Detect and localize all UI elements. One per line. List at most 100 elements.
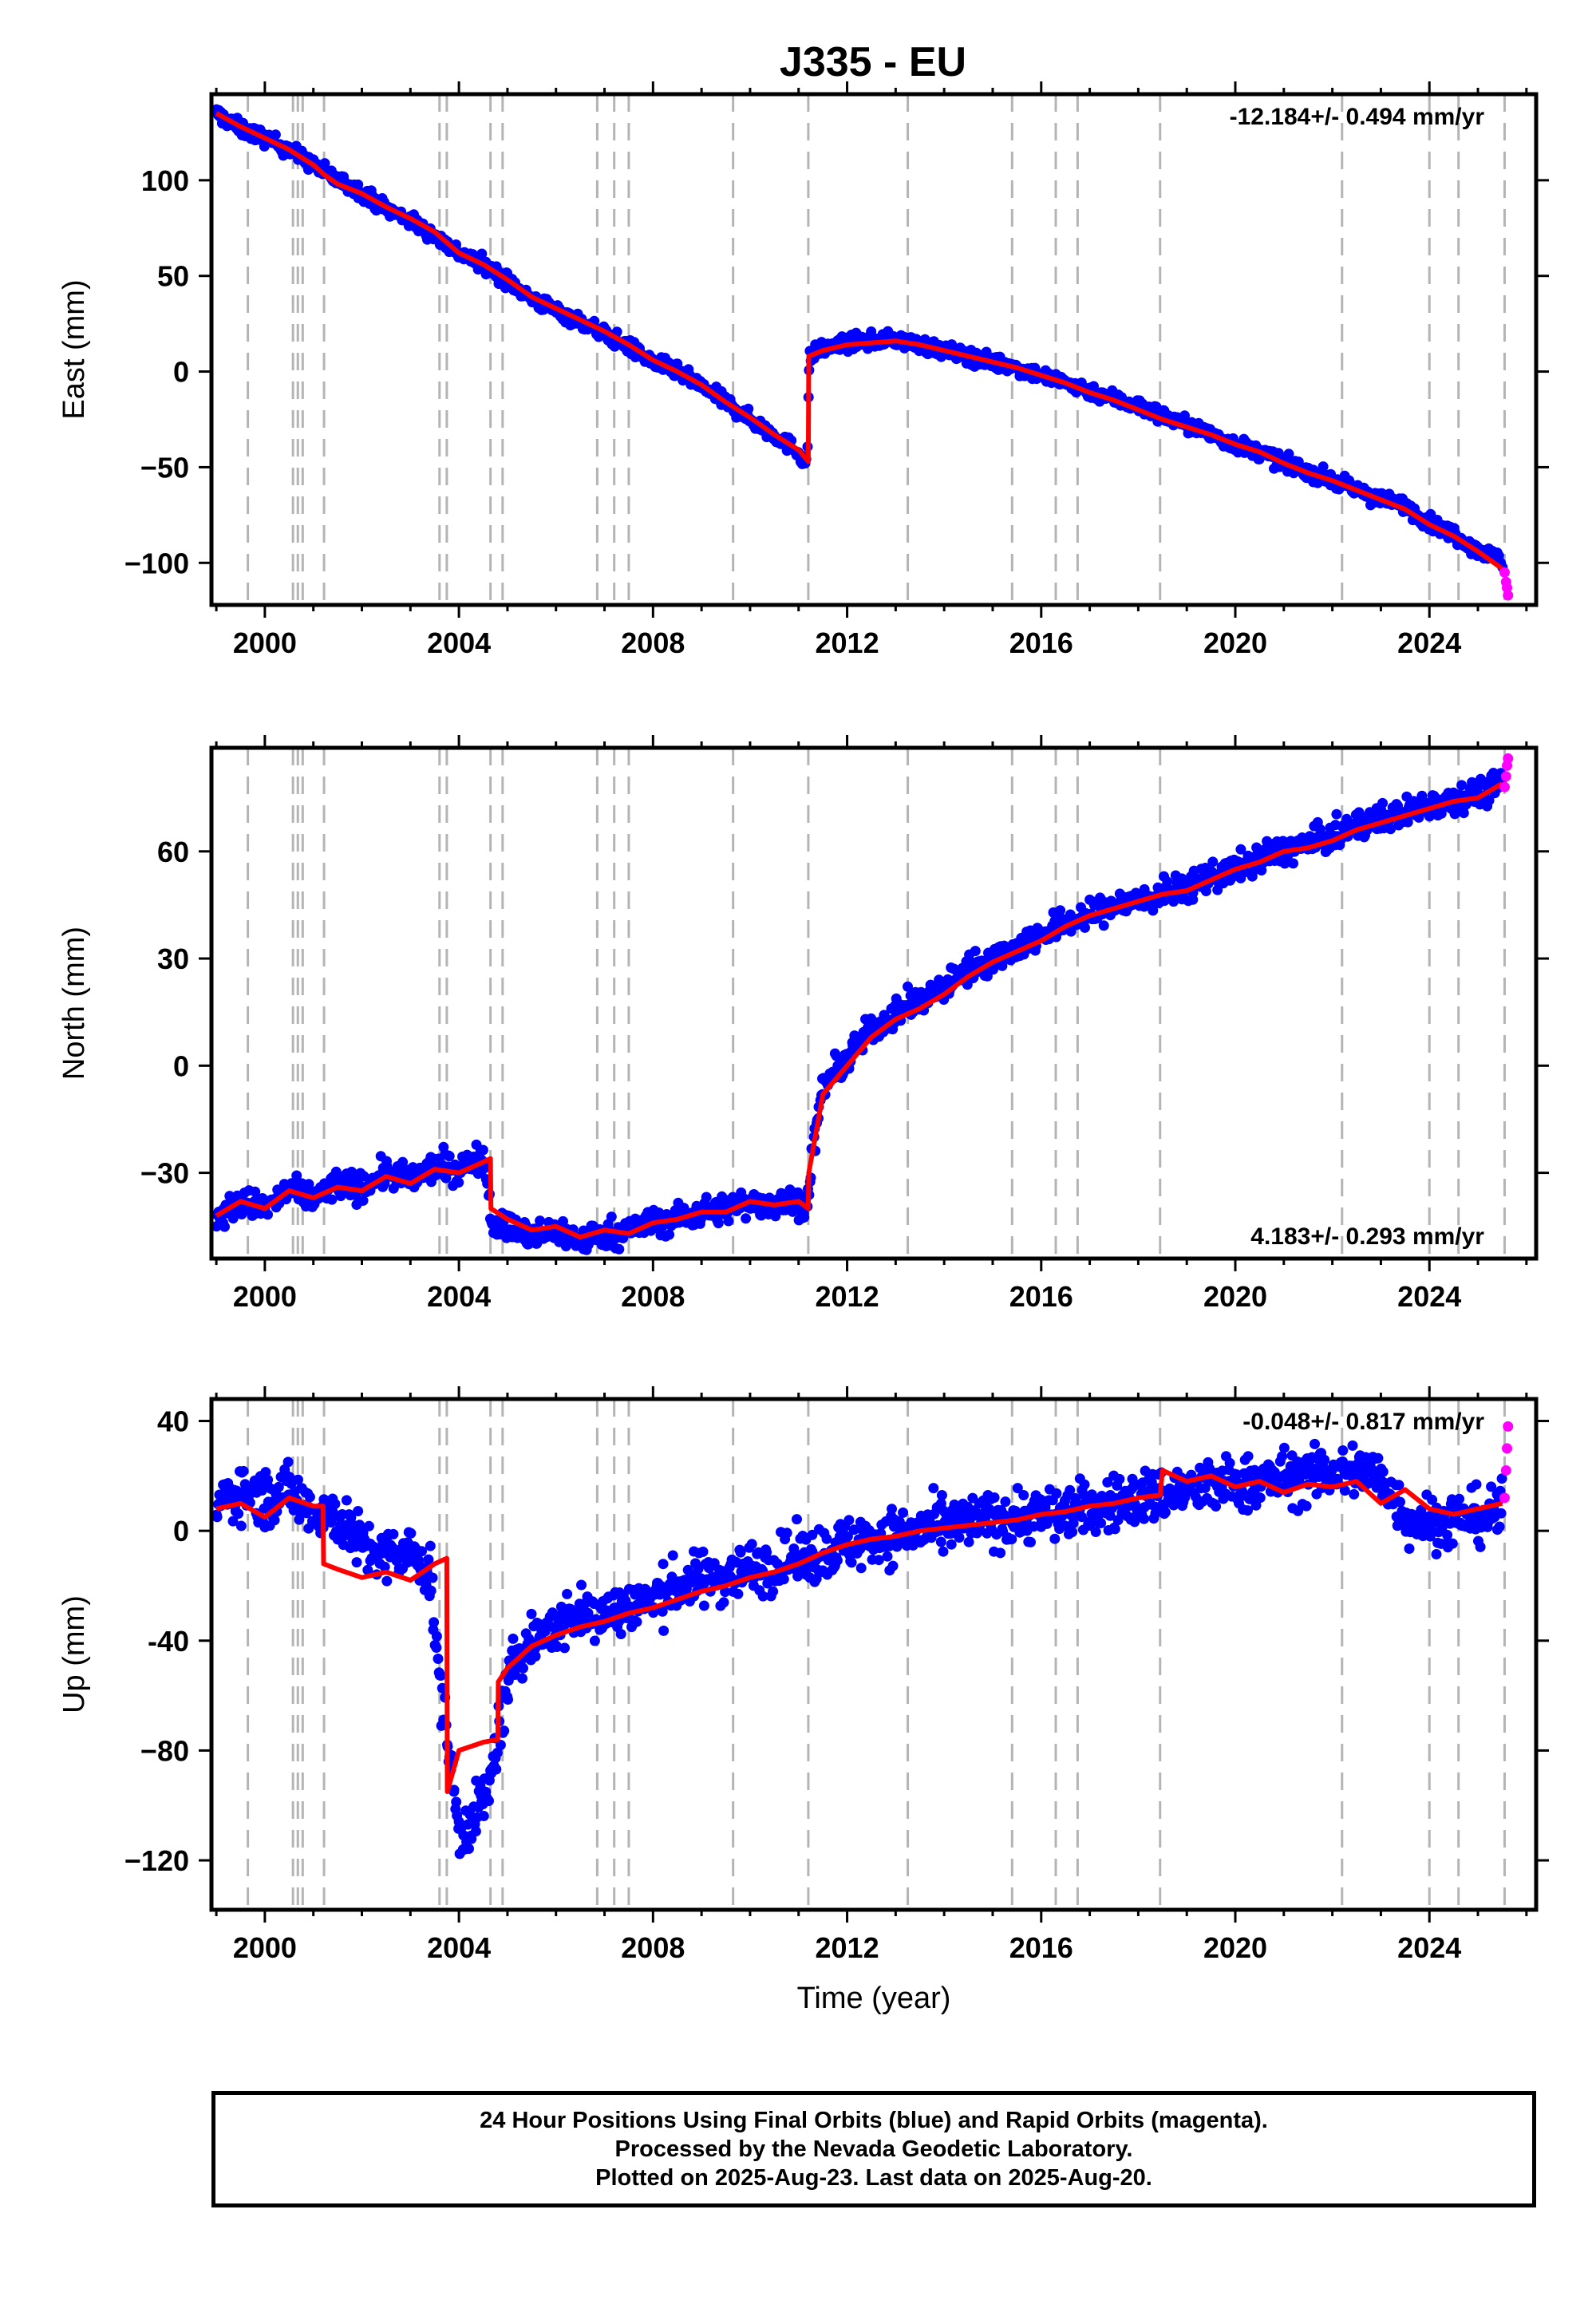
y-tick-label: 30 (157, 943, 189, 975)
final-orbit-point (346, 1512, 357, 1524)
final-orbit-point (701, 1192, 712, 1203)
final-orbit-point (938, 1546, 949, 1557)
final-orbit-point (379, 1561, 390, 1572)
final-orbit-point (1250, 1500, 1262, 1511)
y-tick-label: −80 (140, 1734, 189, 1767)
final-orbit-point (1442, 1529, 1453, 1540)
final-orbit-point (1483, 795, 1495, 806)
y-tick-label: 0 (173, 1515, 189, 1547)
x-tick-label: 2012 (816, 626, 879, 659)
data-area (211, 753, 1514, 1255)
final-orbit-point (778, 1574, 789, 1585)
rate-annotation: -12.184+/- 0.494 mm/yr (1230, 104, 1485, 130)
final-orbit-point (1127, 1473, 1138, 1484)
final-orbit-point (1310, 1438, 1320, 1449)
final-orbit-point (358, 1195, 369, 1206)
final-orbit-point (477, 1144, 488, 1156)
final-orbit-point (1278, 1442, 1290, 1453)
final-orbit-point (388, 1528, 399, 1539)
final-orbit-point (523, 1239, 535, 1250)
final-orbit-point (723, 1215, 734, 1227)
y-axis-label: Up (mm) (57, 1595, 91, 1713)
model-line (215, 111, 1504, 571)
final-orbit-point (658, 1559, 669, 1570)
x-axis-label: Time (year) (797, 1982, 951, 2015)
final-orbit-point (503, 1694, 513, 1705)
final-orbit-point (1139, 1513, 1150, 1524)
final-orbit-point (1080, 922, 1090, 933)
final-orbit-point (1395, 1496, 1405, 1508)
panels: 2000 2004 2008 2012 2016 2020 2024 100 50 0 −50 −10… (57, 81, 1549, 2015)
rapid-orbit-point (1500, 771, 1511, 782)
final-orbit-point (792, 1187, 804, 1198)
data-area (211, 1421, 1514, 1860)
final-orbit-point (846, 1557, 857, 1568)
final-orbit-point (1211, 1501, 1222, 1512)
panel-north: 2000 2004 2008 2012 2016 2020 2024 60 30 0 −30 Nort… (57, 735, 1549, 1313)
final-orbit-points (211, 1438, 1507, 1860)
final-orbit-point (672, 358, 683, 370)
x-tick-label: 2008 (621, 626, 685, 659)
final-orbit-point (1025, 1536, 1036, 1547)
rapid-orbit-points (1499, 753, 1514, 792)
final-orbit-point (1431, 1549, 1442, 1559)
final-orbit-point (1224, 1457, 1235, 1468)
footer-box: 24 Hour Positions Using Final Orbits (bl… (211, 2091, 1536, 2207)
x-tick-label: 2008 (621, 1931, 685, 1964)
x-ticks (215, 1386, 1528, 1923)
x-tick-label: 2016 (1009, 1280, 1073, 1313)
final-orbit-point (330, 1499, 341, 1509)
final-orbit-point (954, 1532, 965, 1543)
y-tick-label: 100 (141, 164, 189, 197)
rapid-orbit-point (1499, 567, 1510, 578)
footer-line-3: Plotted on 2025-Aug-23. Last data on 202… (595, 2165, 1152, 2191)
final-orbit-point (792, 1514, 802, 1525)
final-orbit-point (562, 1588, 573, 1599)
final-orbit-point (269, 1515, 280, 1526)
final-orbit-point (1277, 1451, 1288, 1462)
panel-frame (209, 745, 1539, 1261)
final-orbit-point (1427, 1494, 1438, 1505)
y-tick-label: 0 (173, 1049, 189, 1082)
x-ticks (215, 735, 1528, 1271)
final-orbit-point (236, 1209, 247, 1219)
final-orbit-point (484, 1796, 494, 1806)
x-tick-label: 2020 (1203, 626, 1267, 659)
final-orbit-point (989, 1492, 1000, 1503)
final-orbit-point (887, 1560, 899, 1571)
chart-title: J335 - EU (780, 39, 966, 85)
final-orbit-point (1068, 1518, 1079, 1528)
final-orbit-point (1404, 1543, 1415, 1554)
final-orbit-point (615, 1629, 626, 1639)
final-orbit-point (606, 1211, 617, 1223)
rapid-orbit-point (1503, 753, 1514, 764)
final-orbit-point (768, 1586, 779, 1597)
panel-up: 2000 2004 2008 2012 2016 2020 2024 40 0 -40 −80 −12… (57, 1386, 1549, 2015)
final-orbit-point (1349, 1488, 1360, 1500)
final-orbit-point (431, 1630, 442, 1642)
final-orbit-point (1051, 1488, 1062, 1499)
final-orbit-point (1129, 1516, 1140, 1528)
final-orbit-point (963, 1536, 974, 1547)
final-orbit-points (211, 104, 1508, 573)
final-orbit-point (270, 129, 281, 140)
final-orbit-point (530, 1650, 541, 1662)
final-orbit-point (273, 1481, 284, 1492)
final-orbit-point (1416, 790, 1428, 801)
final-orbit-point (903, 981, 913, 992)
final-orbit-point (667, 1550, 678, 1561)
final-orbit-point (291, 1170, 302, 1181)
x-tick-label: 2024 (1397, 1280, 1461, 1313)
final-orbit-point (936, 1490, 947, 1500)
x-tick-label: 2004 (427, 1931, 491, 1964)
final-orbit-point (1235, 844, 1246, 855)
final-orbit-point (1456, 780, 1468, 791)
final-orbit-point (1357, 811, 1368, 822)
final-orbit-point (227, 1516, 239, 1527)
final-orbit-point (559, 1642, 570, 1654)
final-orbit-point (451, 1796, 462, 1808)
final-orbit-point (1254, 1492, 1266, 1504)
final-orbit-point (1447, 1538, 1458, 1549)
final-orbit-point (233, 1508, 244, 1520)
final-orbit-point (735, 1547, 746, 1558)
